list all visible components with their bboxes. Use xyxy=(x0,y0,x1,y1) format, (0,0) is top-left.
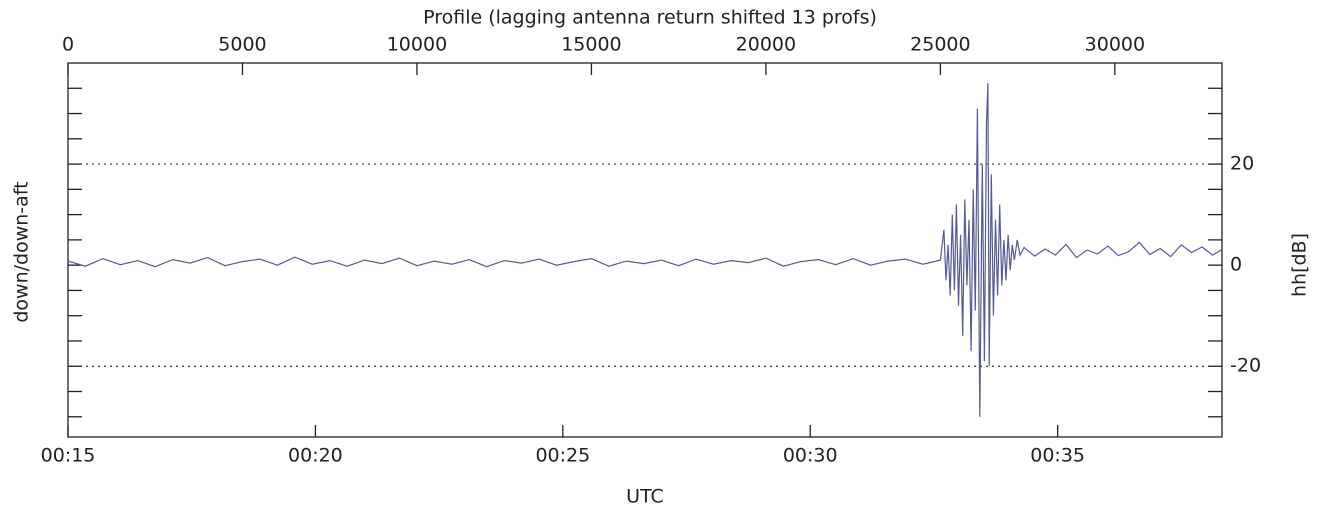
x2-tick-label: 00:20 xyxy=(288,445,343,467)
x-tick-label: 15000 xyxy=(561,34,621,56)
x2-tick-label: 00:25 xyxy=(535,445,590,467)
x2-tick-label: 00:15 xyxy=(41,445,96,467)
data-line xyxy=(67,83,1222,417)
x2-tick-label: 00:35 xyxy=(1030,445,1085,467)
y-tick-label: 20 xyxy=(1230,153,1254,175)
x-axis-label: UTC xyxy=(626,486,664,508)
x-tick-label: 30000 xyxy=(1085,34,1145,56)
y-axis-label: down/down-aft xyxy=(11,181,33,322)
x-tick-label: 10000 xyxy=(387,34,447,56)
x-tick-label: 0 xyxy=(62,34,74,56)
x-tick-label: 25000 xyxy=(910,34,970,56)
chart-title: Profile (lagging antenna return shifted … xyxy=(423,7,877,29)
plot-frame xyxy=(67,62,1223,438)
x-tick-label: 20000 xyxy=(736,34,796,56)
y2-axis-label: hh[dB] xyxy=(1289,233,1311,297)
y-tick-label: -20 xyxy=(1230,355,1261,377)
x-tick-label: 5000 xyxy=(218,34,266,56)
y-tick-label: 0 xyxy=(1230,254,1242,276)
x2-tick-label: 00:30 xyxy=(783,445,838,467)
